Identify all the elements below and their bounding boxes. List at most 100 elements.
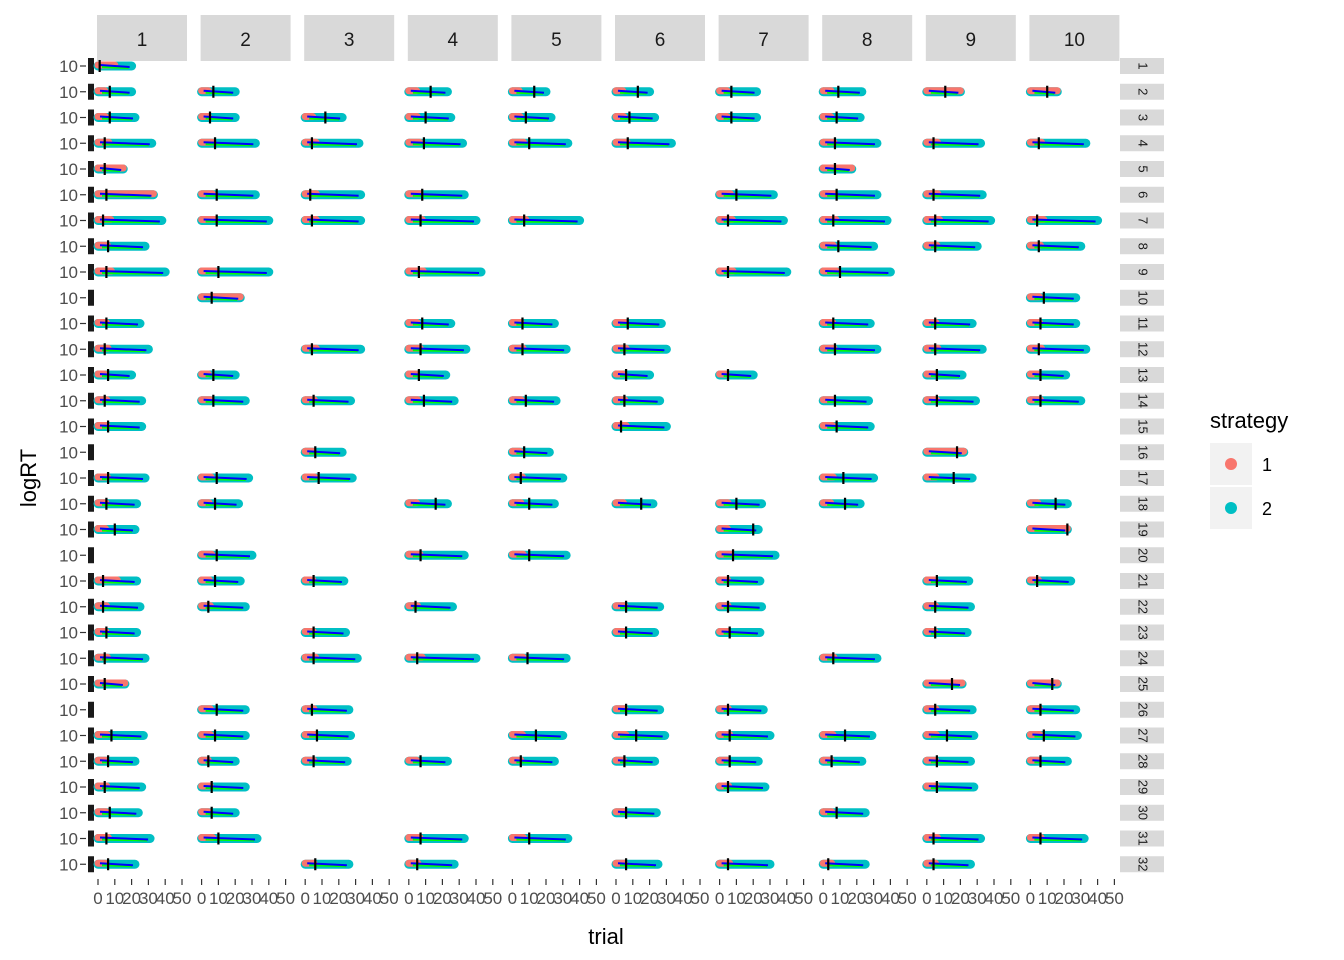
fit-line bbox=[514, 656, 565, 661]
cell-col-9-row-13 bbox=[922, 369, 967, 381]
row-strip-3 bbox=[1120, 109, 1164, 126]
fit-line bbox=[617, 321, 660, 326]
green-trace bbox=[1034, 375, 1063, 378]
row-strip-label-7: 7 bbox=[1136, 217, 1151, 224]
legend: strategy 1 2 bbox=[1210, 408, 1288, 529]
green-trace bbox=[930, 246, 975, 250]
row-marker-28 bbox=[88, 753, 94, 770]
cell-col-9-row-6 bbox=[922, 188, 987, 201]
fit-line bbox=[825, 424, 869, 429]
cell-col-1-row-21 bbox=[93, 575, 142, 587]
green-trace bbox=[827, 272, 888, 275]
legend-title: strategy bbox=[1210, 408, 1288, 433]
y-tick-label-row-13: 10 bbox=[59, 366, 78, 385]
row-strip-label-3: 3 bbox=[1136, 114, 1151, 121]
row-strip-label-10: 10 bbox=[1136, 291, 1151, 305]
green-trace bbox=[516, 478, 560, 481]
fit-line bbox=[203, 476, 247, 480]
cell-col-7-row-13 bbox=[715, 369, 758, 381]
fit-line bbox=[825, 167, 850, 171]
fit-line bbox=[1032, 373, 1064, 377]
cell-col-1-row-2 bbox=[93, 85, 137, 98]
cell-col-9-row-27 bbox=[922, 729, 979, 742]
fit-line bbox=[514, 141, 566, 146]
green-trace bbox=[723, 864, 768, 868]
fit-line bbox=[307, 218, 359, 223]
cell-col-3-row-27 bbox=[300, 729, 356, 742]
y-tick-label-row-11: 10 bbox=[59, 315, 78, 334]
fit-line bbox=[410, 398, 453, 403]
y-axis: 10 10 10 10 10 10 10 10 10 10 10 10 10 10 10 10 10 10 10 10… bbox=[59, 57, 86, 874]
green-trace bbox=[101, 143, 149, 147]
x-tick-label-col-3-50: 50 bbox=[380, 889, 399, 908]
fit-line bbox=[825, 398, 867, 403]
green-trace bbox=[930, 220, 988, 224]
column-strip-label-8: 8 bbox=[862, 30, 873, 51]
fit-line bbox=[203, 218, 267, 223]
fit-line bbox=[928, 733, 972, 738]
green-trace bbox=[723, 117, 754, 121]
y-tick-label-row-4: 10 bbox=[59, 134, 78, 153]
green-trace bbox=[723, 581, 757, 584]
column-strip-5 bbox=[511, 15, 602, 61]
x-tick-label-col-6-10: 10 bbox=[623, 889, 642, 908]
green-trace bbox=[827, 812, 863, 816]
fit-line bbox=[514, 398, 555, 403]
row-strip-9 bbox=[1120, 264, 1164, 280]
fit-line bbox=[617, 862, 657, 867]
fit-line bbox=[203, 115, 234, 120]
x-tick-label-col-7-20: 20 bbox=[744, 889, 763, 908]
row-marker-26 bbox=[88, 701, 94, 718]
x-tick-label-col-1-40: 40 bbox=[156, 889, 175, 908]
cell-col-7-row-29 bbox=[715, 781, 770, 793]
green-trace bbox=[827, 503, 858, 507]
x-tick-label-col-3-40: 40 bbox=[363, 889, 382, 908]
green-trace bbox=[101, 838, 148, 842]
green-trace bbox=[1034, 684, 1055, 687]
fit-line bbox=[203, 295, 239, 300]
green-trace bbox=[101, 272, 163, 275]
fit-line bbox=[99, 64, 130, 68]
x-tick-label-col-5-50: 50 bbox=[587, 889, 606, 908]
cell-col-10-row-13 bbox=[1025, 369, 1071, 381]
y-tick-label-row-8: 10 bbox=[59, 237, 78, 256]
cell-col-1-row-12 bbox=[93, 343, 153, 356]
cell-col-10-row-27 bbox=[1025, 729, 1082, 742]
green-trace bbox=[101, 735, 141, 739]
green-trace bbox=[516, 220, 577, 224]
green-trace bbox=[619, 426, 664, 430]
cell-col-9-row-21 bbox=[922, 575, 974, 587]
panels bbox=[88, 58, 1103, 873]
x-tick-label-col-6-40: 40 bbox=[674, 889, 693, 908]
green-trace bbox=[516, 452, 547, 456]
x-tick-label-col-5-40: 40 bbox=[570, 889, 589, 908]
row-strip-label-4: 4 bbox=[1136, 140, 1151, 147]
row-strip-label-15: 15 bbox=[1136, 419, 1151, 433]
green-trace bbox=[205, 91, 233, 95]
fit-line bbox=[1032, 244, 1079, 249]
y-tick-label-row-15: 10 bbox=[59, 418, 78, 437]
green-trace bbox=[619, 117, 652, 121]
green-trace bbox=[309, 400, 348, 404]
fit-line bbox=[617, 630, 653, 635]
x-tick-label-col-9-40: 40 bbox=[985, 889, 1004, 908]
fit-line bbox=[410, 89, 446, 94]
green-trace bbox=[309, 658, 355, 662]
row-marker-4 bbox=[88, 135, 94, 152]
cell-col-10-row-10 bbox=[1025, 291, 1081, 304]
fit-line bbox=[1032, 527, 1066, 532]
x-tick-label-col-6-30: 30 bbox=[657, 889, 676, 908]
fit-line bbox=[410, 373, 444, 377]
x-tick-label-col-1-30: 30 bbox=[139, 889, 158, 908]
column-strip-label-2: 2 bbox=[240, 30, 251, 51]
cell-col-2-row-31 bbox=[197, 832, 262, 845]
fit-line bbox=[721, 553, 774, 558]
row-strip-label-26: 26 bbox=[1136, 703, 1151, 717]
fit-line bbox=[825, 501, 859, 506]
fit-line bbox=[203, 707, 244, 712]
x-tick-label-col-5-10: 10 bbox=[520, 889, 539, 908]
green-trace bbox=[930, 375, 960, 378]
x-tick-label-col-1-10: 10 bbox=[105, 889, 124, 908]
green-trace bbox=[930, 684, 960, 687]
green-trace bbox=[619, 400, 657, 404]
